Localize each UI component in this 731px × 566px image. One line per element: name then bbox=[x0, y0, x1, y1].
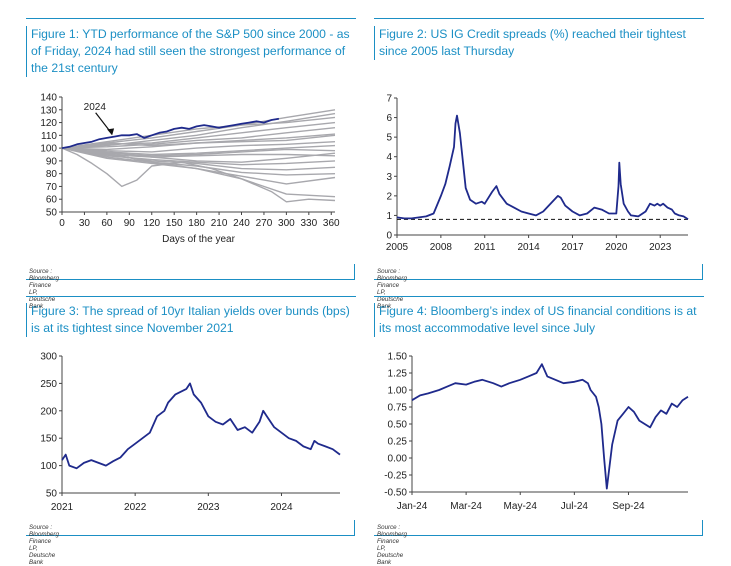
y-tick-label: 90 bbox=[46, 156, 58, 167]
x-tick-label: 30 bbox=[79, 218, 91, 229]
y-tick-label: 1.00 bbox=[388, 386, 408, 397]
y-tick-label: 50 bbox=[46, 208, 58, 219]
y-tick-label: 110 bbox=[41, 131, 57, 142]
x-axis-label: Days of the year bbox=[162, 234, 235, 245]
x-tick-label: Mar-24 bbox=[450, 501, 482, 512]
x-tick-label: 240 bbox=[233, 218, 250, 229]
x-tick-label: Sep-24 bbox=[612, 501, 645, 512]
x-tick-label: 330 bbox=[300, 218, 317, 229]
y-tick-label: 300 bbox=[40, 352, 57, 363]
y-tick-label: 60 bbox=[46, 195, 58, 206]
series-line-other-year bbox=[61, 147, 336, 203]
y-tick-label: 7 bbox=[386, 94, 392, 105]
x-tick-label: Jul-24 bbox=[561, 501, 589, 512]
x-tick-label: 120 bbox=[143, 218, 160, 229]
x-tick-label: 2014 bbox=[517, 242, 540, 253]
x-tick-label: 0 bbox=[59, 218, 65, 229]
y-tick-label: -0.25 bbox=[384, 471, 407, 482]
x-tick-label: 300 bbox=[278, 218, 295, 229]
y-tick-label: 0.50 bbox=[388, 420, 408, 431]
y-tick-label: 140 bbox=[40, 93, 57, 104]
y-tick-label: 2 bbox=[386, 191, 392, 202]
figure-2-title: Figure 2: US IG Credit spreads (%) reach… bbox=[374, 26, 709, 60]
figure-4-title: Figure 4: Bloomberg’s index of US financ… bbox=[374, 303, 709, 337]
x-tick-label: Jan-24 bbox=[397, 501, 428, 512]
x-tick-label: 2021 bbox=[51, 502, 74, 513]
x-tick-label: 2020 bbox=[605, 242, 628, 253]
x-tick-label: 180 bbox=[188, 218, 205, 229]
x-tick-label: 270 bbox=[256, 218, 273, 229]
x-tick-label: 150 bbox=[166, 218, 183, 229]
figure-4-chart: -0.50 -0.25 0.00 0.25 0.50 0.75 1.00 1.25 1.50 Ja… bbox=[384, 352, 689, 512]
y-tick-label: 6 bbox=[386, 113, 392, 124]
figure-3-title: Figure 3: The spread of 10yr Italian yie… bbox=[26, 303, 361, 337]
x-tick-label: 90 bbox=[124, 218, 136, 229]
series-line-other-year bbox=[61, 112, 336, 149]
y-tick-label: 100 bbox=[40, 144, 57, 155]
series-line-other-year bbox=[61, 147, 336, 171]
y-tick-label: 1 bbox=[386, 211, 392, 222]
y-tick-label: 1.50 bbox=[388, 352, 408, 363]
y-tick-label: 4 bbox=[386, 152, 392, 163]
y-tick-label: 1.25 bbox=[388, 369, 408, 380]
series-line-other-year bbox=[61, 127, 336, 149]
figure-1-title: Figure 1: YTD performance of the S&P 500… bbox=[26, 26, 361, 77]
figure-2-source: Source : Bloomberg Finance LP, Deutsche … bbox=[377, 268, 407, 310]
x-tick-label: 2005 bbox=[386, 242, 409, 253]
annotation-arrowhead bbox=[107, 128, 115, 136]
series-line-other-year bbox=[61, 141, 336, 153]
x-tick-label: 2017 bbox=[561, 242, 584, 253]
y-tick-label: 150 bbox=[40, 434, 57, 445]
y-tick-label: 200 bbox=[40, 406, 57, 417]
x-tick-label: 360 bbox=[323, 218, 340, 229]
figure-4-source: Source : Bloomberg Finance LP, Deutsche … bbox=[377, 524, 407, 566]
series-line-other-year bbox=[61, 134, 336, 149]
x-tick-label: 2008 bbox=[430, 242, 453, 253]
series-line-other-year bbox=[61, 147, 336, 163]
series-line-other-year bbox=[61, 116, 336, 149]
y-tick-label: 3 bbox=[386, 172, 392, 183]
y-tick-label: 0.25 bbox=[388, 437, 408, 448]
x-tick-label: May-24 bbox=[504, 501, 538, 512]
y-tick-label: 0.75 bbox=[388, 403, 408, 414]
x-tick-label: 2011 bbox=[474, 242, 496, 253]
series-line-other-year bbox=[61, 121, 336, 149]
annotation-label: 2024 bbox=[84, 102, 107, 113]
y-tick-label: 130 bbox=[40, 105, 57, 116]
y-tick-label: 0.00 bbox=[388, 454, 408, 465]
series-line-other-year bbox=[61, 147, 336, 166]
figure-1-source: Source : Bloomberg Finance LP, Deutsche … bbox=[29, 268, 59, 310]
x-tick-label: 2023 bbox=[649, 242, 672, 253]
y-tick-label: 120 bbox=[40, 118, 57, 129]
x-tick-label: 2023 bbox=[197, 502, 220, 513]
y-tick-label: 80 bbox=[46, 169, 58, 180]
y-tick-label: -0.50 bbox=[384, 488, 407, 499]
y-tick-label: 70 bbox=[46, 182, 58, 193]
x-tick-label: 2022 bbox=[124, 502, 147, 513]
series-line-2024 bbox=[61, 117, 280, 149]
y-tick-label: 250 bbox=[40, 379, 57, 390]
y-tick-label: 50 bbox=[46, 489, 58, 500]
x-tick-label: 2024 bbox=[270, 502, 293, 513]
series-line bbox=[61, 382, 341, 470]
figure-3-chart: 50 100 150 200 250 300 2021 2022 2023 2024 bbox=[40, 352, 341, 513]
y-tick-label: 5 bbox=[386, 133, 392, 144]
series-line bbox=[411, 363, 689, 490]
series-line-other-year bbox=[61, 147, 336, 198]
x-tick-label: 210 bbox=[211, 218, 228, 229]
y-tick-label: 0 bbox=[386, 231, 392, 242]
figure-2-chart: 0 1 2 3 4 5 6 7 2005 2008 2011 2014 2017 2020 2023 bbox=[386, 94, 689, 253]
x-tick-label: 60 bbox=[101, 218, 113, 229]
y-tick-label: 100 bbox=[40, 461, 57, 472]
series-line bbox=[396, 114, 689, 221]
